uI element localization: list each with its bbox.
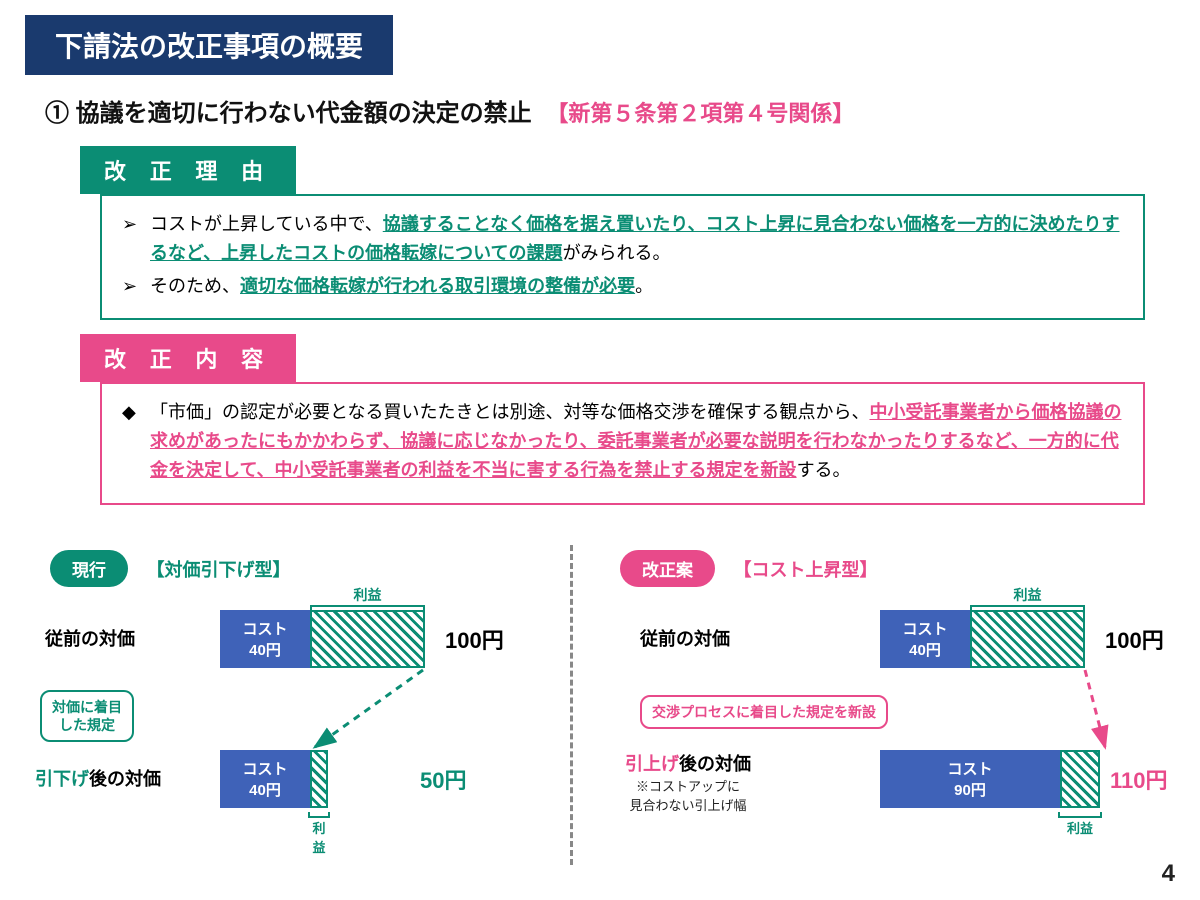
- subtitle-num: ①: [45, 100, 69, 127]
- bullet-marker: ➢: [122, 272, 150, 301]
- profit-box: [310, 610, 425, 668]
- right-row2-bar: コスト 90円: [880, 750, 1100, 808]
- row2-pre: 引下げ: [35, 769, 89, 789]
- profit-box: [970, 610, 1085, 668]
- cost-text: コスト: [242, 758, 287, 779]
- text-post: する。: [797, 460, 851, 480]
- right-bracket: 【コスト上昇型】: [733, 560, 877, 580]
- profit-label: 利益: [310, 585, 425, 605]
- subtitle-main: 協議を適切に行わない代金額の決定の禁止: [76, 100, 532, 127]
- left-bracket: 【対価引下げ型】: [146, 560, 290, 580]
- right-profit-bracket-bottom: 利益: [1058, 812, 1102, 837]
- text-underline: 適切な価格転嫁が行われる取引環境の整備が必要: [240, 276, 635, 296]
- left-row1-bar: コスト 40円: [220, 610, 425, 668]
- row2-pre: 引上げ: [625, 754, 679, 774]
- content-box: ◆ 「市価」の認定が必要となる買いたたきとは別途、対等な価格交渉を確保する観点か…: [100, 382, 1145, 504]
- profit-box: [1060, 750, 1100, 808]
- text-post: 。: [635, 276, 653, 296]
- text-pre: そのため、: [150, 276, 240, 296]
- left-row2-price: 50円: [420, 763, 466, 795]
- cost-text: コスト: [242, 618, 287, 639]
- profit-label: 利益: [970, 585, 1085, 605]
- profit-label-small: 利益: [1058, 818, 1102, 837]
- left-row2-label: 引下げ後の対価: [35, 765, 161, 791]
- left-row2-bar: コスト 40円: [220, 750, 328, 808]
- cost-box: コスト 40円: [220, 750, 310, 808]
- reason-bullet-2: ➢ そのため、適切な価格転嫁が行われる取引環境の整備が必要。: [122, 272, 1123, 301]
- left-arrow: [305, 667, 430, 757]
- left-header: 現行 【対価引下げ型】: [50, 550, 290, 587]
- cost-text: コスト: [902, 618, 947, 639]
- subtitle: ① 協議を適切に行わない代金額の決定の禁止 【新第５条第２項第４号関係】: [45, 93, 1200, 128]
- cost-val: 40円: [909, 639, 941, 660]
- right-speech: 交渉プロセスに着目した規定を新設: [640, 695, 888, 729]
- page-number: 4: [1162, 860, 1175, 888]
- row2-post: 後の対価: [679, 754, 751, 774]
- right-row2-label: 引上げ後の対価 ※コストアップに 見合わない引上げ幅: [625, 750, 751, 814]
- text-pre: 「市価」の認定が必要となる買いたたきとは別途、対等な価格交渉を確保する観点から、: [150, 402, 869, 422]
- right-header: 改正案 【コスト上昇型】: [620, 550, 877, 587]
- text-pre: コストが上昇している中で、: [150, 214, 383, 234]
- left-speech: 対価に着目 した規定: [40, 690, 134, 742]
- bullet-marker: ➢: [122, 210, 150, 268]
- right-row1-label: 従前の対価: [640, 625, 730, 651]
- content-label: 改 正 内 容: [80, 334, 296, 382]
- bullet-marker: ◆: [122, 398, 150, 484]
- cost-box: コスト 40円: [880, 610, 970, 668]
- content-bullet: ◆ 「市価」の認定が必要となる買いたたきとは別途、対等な価格交渉を確保する観点か…: [122, 398, 1123, 484]
- cost-box: コスト 90円: [880, 750, 1060, 808]
- profit-label-small: 利益: [308, 818, 330, 856]
- bullet-text: 「市価」の認定が必要となる買いたたきとは別途、対等な価格交渉を確保する観点から、…: [150, 398, 1123, 484]
- row2-post: 後の対価: [89, 769, 161, 789]
- subtitle-ref: 【新第５条第２項第４号関係】: [546, 101, 854, 126]
- right-row2-price: 110円: [1110, 763, 1168, 795]
- right-row1-bar: コスト 40円: [880, 610, 1085, 668]
- cost-val: 40円: [249, 639, 281, 660]
- left-profit-bracket-top: 利益: [310, 585, 425, 611]
- proposal-pill: 改正案: [620, 550, 715, 587]
- right-profit-bracket-top: 利益: [970, 585, 1085, 611]
- cost-val: 90円: [954, 779, 986, 800]
- left-profit-bracket-bottom: 利益: [308, 812, 330, 856]
- left-row1-price: 100円: [445, 623, 504, 655]
- cost-text: コスト: [947, 758, 992, 779]
- bullet-text: コストが上昇している中で、協議することなく価格を据え置いたり、コスト上昇に見合わ…: [150, 210, 1123, 268]
- row2-subnote: ※コストアップに 見合わない引上げ幅: [625, 776, 751, 814]
- reason-label: 改 正 理 由: [80, 146, 296, 194]
- bullet-text: そのため、適切な価格転嫁が行われる取引環境の整備が必要。: [150, 272, 653, 301]
- reason-box: ➢ コストが上昇している中で、協議することなく価格を据え置いたり、コスト上昇に見…: [100, 194, 1145, 320]
- right-arrow: [1070, 667, 1120, 757]
- left-row1-label: 従前の対価: [45, 625, 135, 651]
- profit-box: [310, 750, 328, 808]
- page-title: 下請法の改正事項の概要: [25, 15, 393, 75]
- diagram-area: 現行 【対価引下げ型】 利益 従前の対価 コスト 40円 100円 対価に着目 …: [0, 545, 1200, 885]
- cost-val: 40円: [249, 779, 281, 800]
- right-row1-price: 100円: [1105, 623, 1164, 655]
- vertical-divider: [570, 545, 573, 865]
- reason-bullet-1: ➢ コストが上昇している中で、協議することなく価格を据え置いたり、コスト上昇に見…: [122, 210, 1123, 268]
- text-post: がみられる。: [563, 243, 671, 263]
- cost-box: コスト 40円: [220, 610, 310, 668]
- current-pill: 現行: [50, 550, 128, 587]
